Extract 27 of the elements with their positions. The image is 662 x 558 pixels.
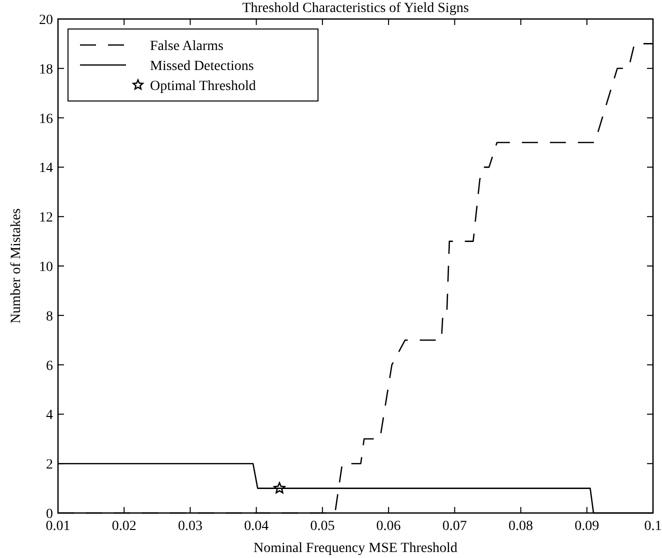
legend-label: Missed Detections	[150, 59, 254, 74]
x-tick-label: 0.03	[178, 519, 202, 534]
x-tick-label: 0.07	[442, 519, 467, 534]
legend-label: Optimal Threshold	[150, 79, 256, 94]
y-tick-label: 10	[39, 260, 53, 275]
y-tick-label: 16	[39, 112, 53, 127]
x-axis-title: Nominal Frequency MSE Threshold	[254, 541, 458, 556]
y-tick-label: 12	[39, 210, 53, 226]
y-tick-label: 0	[46, 507, 53, 522]
y-tick-label: 18	[39, 62, 53, 78]
chart-title: Threshold Characteristics of Yield Signs	[242, 1, 469, 16]
x-tick-label: 0.1	[644, 519, 662, 534]
y-tick-label: 4	[46, 408, 53, 424]
y-tick-label: 14	[39, 161, 53, 176]
x-tick-label: 0.05	[310, 519, 335, 534]
x-tick-label: 0.06	[376, 519, 401, 534]
x-tick-label: 0.08	[508, 519, 534, 534]
y-tick-label: 6	[46, 358, 53, 374]
y-tick-label: 2	[46, 458, 53, 473]
legend-label: False Alarms	[150, 39, 224, 54]
y-tick-label: 8	[46, 309, 53, 324]
x-tick-label: 0.01	[46, 519, 70, 534]
y-axis-title: Number of Mistakes	[9, 208, 24, 324]
x-tick-label: 0.04	[244, 519, 269, 534]
x-tick-label: 0.09	[574, 519, 600, 534]
x-tick-label: 0.02	[112, 519, 136, 534]
y-tick-label: 20	[39, 13, 53, 28]
